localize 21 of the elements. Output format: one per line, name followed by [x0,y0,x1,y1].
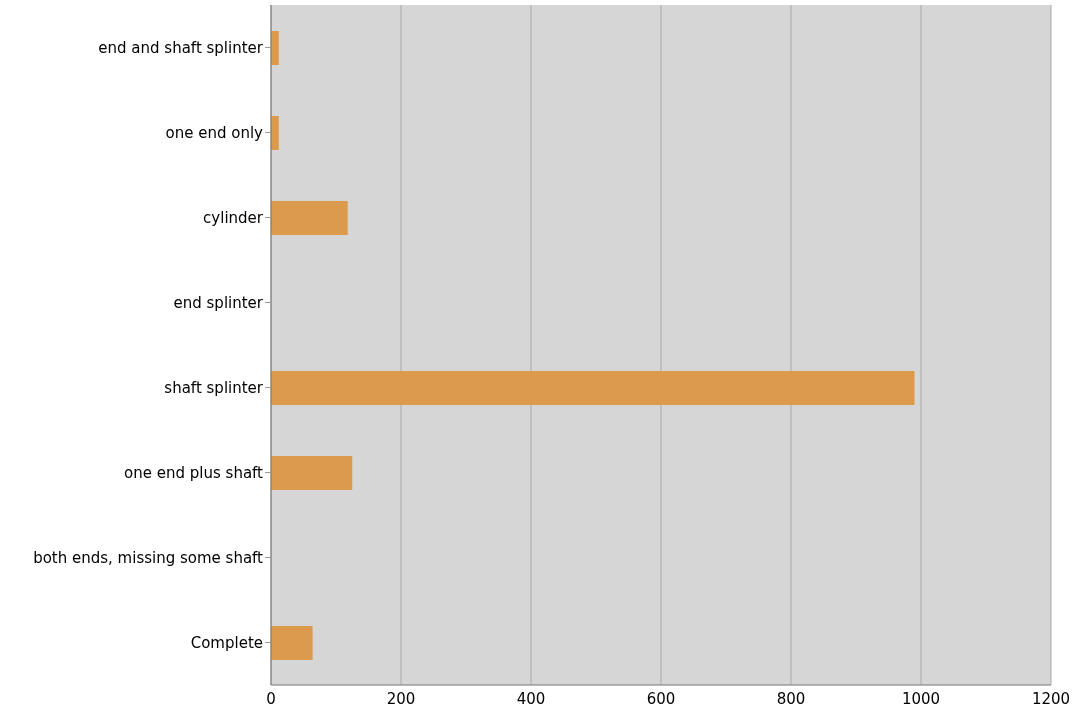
x-tick-label: 800 [776,689,806,708]
y-tick-label: shaft splinter [164,378,264,397]
x-tick-label: 1200 [1031,689,1071,708]
bar [271,371,915,405]
y-tick-label: both ends, missing some shaft [33,548,264,567]
y-tick-label: cylinder [203,208,264,227]
y-tick-label: one end plus shaft [124,463,264,482]
bar [271,116,279,150]
x-tick-label: 400 [516,689,546,708]
y-tick-label: one end only [165,123,264,142]
y-tick-label: Complete [190,633,263,652]
x-tick-label: 200 [386,689,416,708]
x-tick-label: 0 [266,689,276,708]
y-tick-label: end splinter [173,293,264,312]
bar [271,201,348,235]
bar [271,626,313,660]
bar [271,31,279,65]
x-tick-label: 600 [646,689,676,708]
bar [271,456,353,490]
y-tick-label: end and shaft splinter [98,38,264,57]
x-tick-label: 1000 [901,689,941,708]
